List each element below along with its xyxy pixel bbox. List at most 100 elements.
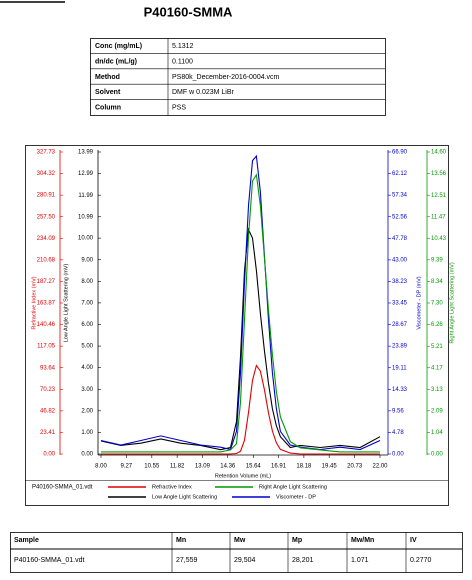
- y-tick-label: 0.00: [392, 452, 404, 458]
- y-tick-label: 6.26: [431, 322, 443, 328]
- series-line: [101, 364, 380, 455]
- y-axis-title: Refractive Index (mV): [31, 276, 37, 329]
- chart-frame: [25, 145, 449, 506]
- y-tick-label: 12.51: [431, 193, 447, 199]
- y-tick-label: 10.43: [431, 236, 447, 242]
- results-header: IV: [410, 537, 417, 544]
- x-tick-label: 18.18: [296, 464, 312, 470]
- y-tick-label: 234.09: [37, 236, 56, 242]
- y-tick-label: 0.00: [431, 452, 443, 458]
- y-tick-label: 280.91: [37, 193, 56, 199]
- y-tick-label: 327.73: [37, 150, 56, 156]
- x-tick-label: 20.73: [347, 464, 363, 470]
- y-tick-label: 14.33: [392, 387, 408, 393]
- y-axis-title: Low Angle Light Scattering (mV): [63, 264, 69, 343]
- y-tick-label: 5.00: [81, 344, 93, 350]
- report-title: P40160-SMMA: [144, 4, 233, 19]
- info-label: dn/dc (mL/g): [95, 58, 137, 65]
- results-cell: 0.2770: [410, 557, 432, 564]
- y-tick-label: 304.32: [37, 171, 56, 177]
- results-cell: 28,201: [292, 557, 314, 564]
- y-tick-label: 11.99: [78, 193, 93, 199]
- x-tick-label: 10.55: [144, 464, 160, 470]
- y-tick-label: 3.13: [431, 387, 443, 393]
- y-tick-label: 10.99: [78, 214, 94, 220]
- y-tick-label: 10.00: [78, 236, 94, 242]
- y-tick-label: 1.00: [81, 430, 93, 436]
- y-tick-label: 66.90: [392, 150, 408, 156]
- y-tick-label: 52.56: [392, 214, 408, 220]
- y-tick-label: 8.34: [431, 279, 443, 285]
- y-axis-title: Right Angle Light Scattering (mV): [449, 262, 455, 343]
- legend-label: Low Angle Light Scattering: [152, 494, 217, 500]
- series-line: [100, 227, 381, 451]
- y-tick-label: 23.89: [392, 344, 408, 350]
- y-tick-label: 4.78: [392, 430, 404, 436]
- y-tick-label: 43.00: [392, 257, 408, 263]
- y-tick-label: 5.21: [431, 344, 443, 350]
- y-tick-label: 7.00: [81, 300, 93, 306]
- results-cell: 27,559: [176, 557, 198, 564]
- x-tick-label: 13.09: [195, 464, 211, 470]
- y-tick-label: 4.00: [81, 365, 93, 371]
- y-axis-title: Viscometer - DP (mV): [416, 276, 422, 329]
- x-tick-label: 8.00: [95, 464, 107, 470]
- info-label: Conc (mg/mL): [95, 43, 142, 50]
- info-value: 0.1100: [172, 58, 193, 65]
- x-tick-label: 22.00: [372, 464, 388, 470]
- results-header: Mw/Mn: [351, 537, 374, 544]
- x-axis-title: Retention Volume (mL): [215, 473, 271, 479]
- info-value: PSS: [172, 105, 186, 112]
- y-tick-label: 62.12: [392, 171, 408, 177]
- info-label: Solvent: [95, 89, 121, 96]
- y-tick-label: 8.00: [81, 279, 93, 285]
- y-tick-label: 38.23: [392, 279, 408, 285]
- results-header: Sample: [14, 537, 39, 544]
- y-tick-label: 9.00: [81, 257, 93, 263]
- info-table: [90, 38, 386, 116]
- y-tick-label: 0.00: [43, 452, 55, 458]
- x-tick-label: 14.36: [220, 464, 236, 470]
- results-cell: P40160-SMMA_01.vdt: [14, 557, 84, 564]
- x-tick-label: 11.82: [170, 464, 185, 470]
- y-tick-label: 13.99: [78, 150, 94, 156]
- y-tick-label: 187.27: [37, 279, 56, 285]
- y-tick-label: 257.50: [37, 214, 56, 220]
- info-value: DMF w 0.023M LiBr: [172, 89, 235, 96]
- x-tick-label: 15.64: [246, 464, 262, 470]
- y-tick-label: 14.60: [431, 150, 447, 156]
- info-label: Column: [95, 105, 121, 112]
- y-tick-label: 12.99: [78, 171, 94, 177]
- results-cell: 29,504: [234, 557, 256, 564]
- x-tick-label: 19.45: [322, 464, 338, 470]
- y-tick-label: 9.56: [392, 408, 404, 414]
- legend-label: Refractive Index: [152, 484, 192, 490]
- y-tick-label: 210.68: [37, 257, 56, 263]
- y-tick-label: 6.00: [81, 322, 93, 328]
- info-value: 5.1312: [172, 43, 194, 50]
- y-tick-label: 57.34: [392, 193, 408, 199]
- y-tick-label: 1.04: [431, 430, 443, 436]
- y-tick-label: 140.46: [37, 322, 56, 328]
- y-tick-label: 9.39: [431, 257, 443, 263]
- results-header: Mp: [292, 537, 302, 544]
- data-file: P40160-SMMA_01.vdt: [32, 485, 93, 491]
- results-header: Mn: [176, 537, 186, 544]
- y-tick-label: 23.41: [40, 430, 56, 436]
- y-tick-label: 46.82: [40, 408, 56, 414]
- y-tick-label: 163.87: [37, 301, 56, 307]
- info-value: PS80k_December-2016-0004.vcm: [172, 74, 280, 81]
- x-tick-label: 9.27: [120, 464, 132, 470]
- results-header: Mw: [234, 537, 246, 544]
- results-table: [10, 532, 463, 573]
- y-tick-label: 70.23: [40, 387, 56, 393]
- y-tick-label: 2.09: [431, 408, 443, 414]
- y-tick-label: 3.00: [81, 387, 93, 393]
- y-tick-label: 7.30: [431, 301, 443, 307]
- info-label: Method: [95, 74, 120, 81]
- y-tick-label: 11.47: [431, 214, 446, 220]
- series-line: [101, 173, 380, 453]
- y-tick-label: 0.00: [81, 452, 93, 458]
